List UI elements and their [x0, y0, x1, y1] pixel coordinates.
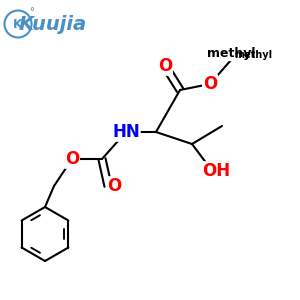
Text: K: K: [13, 17, 23, 31]
Text: HN: HN: [112, 123, 140, 141]
Text: O: O: [203, 75, 217, 93]
Text: O: O: [158, 57, 172, 75]
Text: °: °: [29, 7, 34, 17]
Text: OH: OH: [202, 162, 230, 180]
Text: methyl: methyl: [234, 50, 272, 61]
Text: O: O: [65, 150, 79, 168]
Text: O: O: [107, 177, 121, 195]
Text: methyl: methyl: [207, 47, 255, 61]
Text: Kuujia: Kuujia: [18, 14, 87, 34]
